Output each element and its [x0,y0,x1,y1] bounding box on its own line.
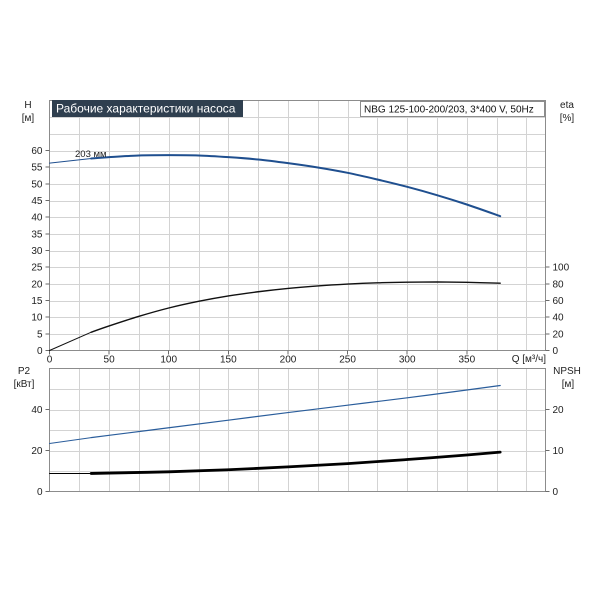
y-tick-label: 55 [31,163,43,174]
y2-tick-label: 40 [553,313,565,324]
y-tick-label: 40 [31,213,43,224]
y2-tick-label: 0 [553,487,559,498]
y-tick-label: 60 [31,146,43,157]
x-tick-label: 350 [458,355,475,366]
top-chart-frame [49,100,546,351]
x-tick-label: 150 [220,355,237,366]
y-axis-label-p2: P2 [18,366,31,377]
y-axis-unit-h: [м] [22,113,35,124]
impeller-diameter-label: 203 мм [75,149,107,160]
p2-curve [90,384,501,439]
y-tick-label: 10 [31,313,43,324]
x-tick-label: 300 [399,355,416,366]
y-tick-label: 25 [31,263,43,274]
x-axis-label-q: Q [м³/ч] [512,354,547,365]
npsh-curve [89,450,502,475]
x-tick-label: 0 [47,355,53,366]
top-chart-curves [49,154,502,351]
y2-tick-label: 60 [553,296,565,307]
y-tick-label: 5 [37,329,43,340]
y-axis-unit-p2: [кВт] [14,379,35,390]
y-tick-label: 15 [31,296,43,307]
bottom-chart-curves [49,384,502,475]
y-tick-label: 20 [31,279,43,290]
x-tick-label: 100 [160,355,177,366]
y2-axis-unit-eta: [%] [560,113,575,124]
x-tick-label: 200 [280,355,297,366]
eta-curve [90,281,501,333]
h-curve-extension [49,158,92,164]
y-tick-label: 50 [31,179,43,190]
chart-title: Рабочие характеристики насоса [56,102,236,116]
pump-model-label: NBG 125-100-200/203, 3*400 V, 50Hz [364,105,534,116]
y-axis-label-h: H [24,100,31,111]
y2-tick-label: 80 [553,279,565,290]
y2-tick-label: 20 [553,329,565,340]
x-tick-label: 50 [104,355,116,366]
eta-curve-extension [49,331,92,351]
y2-tick-label: 0 [553,346,559,357]
y-tick-label: 35 [31,229,43,240]
y-tick-label: 40 [31,405,43,416]
y2-tick-label: 10 [553,446,565,457]
top-chart-axes: 0 50 100 150 200 250 300 3500510152025303540455… [31,146,569,366]
chart-title-box [52,100,243,117]
y2-axis-label-eta: eta [560,100,574,111]
bottom-chart-axes: 0 20 40 0 10 20 [31,405,564,498]
h-curve [90,154,502,218]
p2-curve-extension [49,437,92,445]
y-tick-label: 0 [37,346,43,357]
y-tick-label: 45 [31,196,43,207]
bottom-chart: 0 20 40 0 10 20 P2 [кВт] NPSH [м] [14,366,581,498]
y2-tick-label: 20 [553,405,565,416]
x-tick-label: 250 [339,355,356,366]
y2-tick-label: 100 [553,263,570,274]
pump-model-box [360,101,545,117]
top-chart-grid [49,100,546,351]
y-tick-label: 20 [31,446,43,457]
bottom-chart-frame [49,368,546,492]
y2-axis-unit-npsh: [м] [562,379,575,390]
top-chart: 0 50 100 150 200 250 300 3500510152025303540455… [22,100,575,366]
y-tick-label: 30 [31,246,43,257]
y2-axis-label-npsh: NPSH [553,366,581,377]
y-tick-label: 0 [37,487,43,498]
